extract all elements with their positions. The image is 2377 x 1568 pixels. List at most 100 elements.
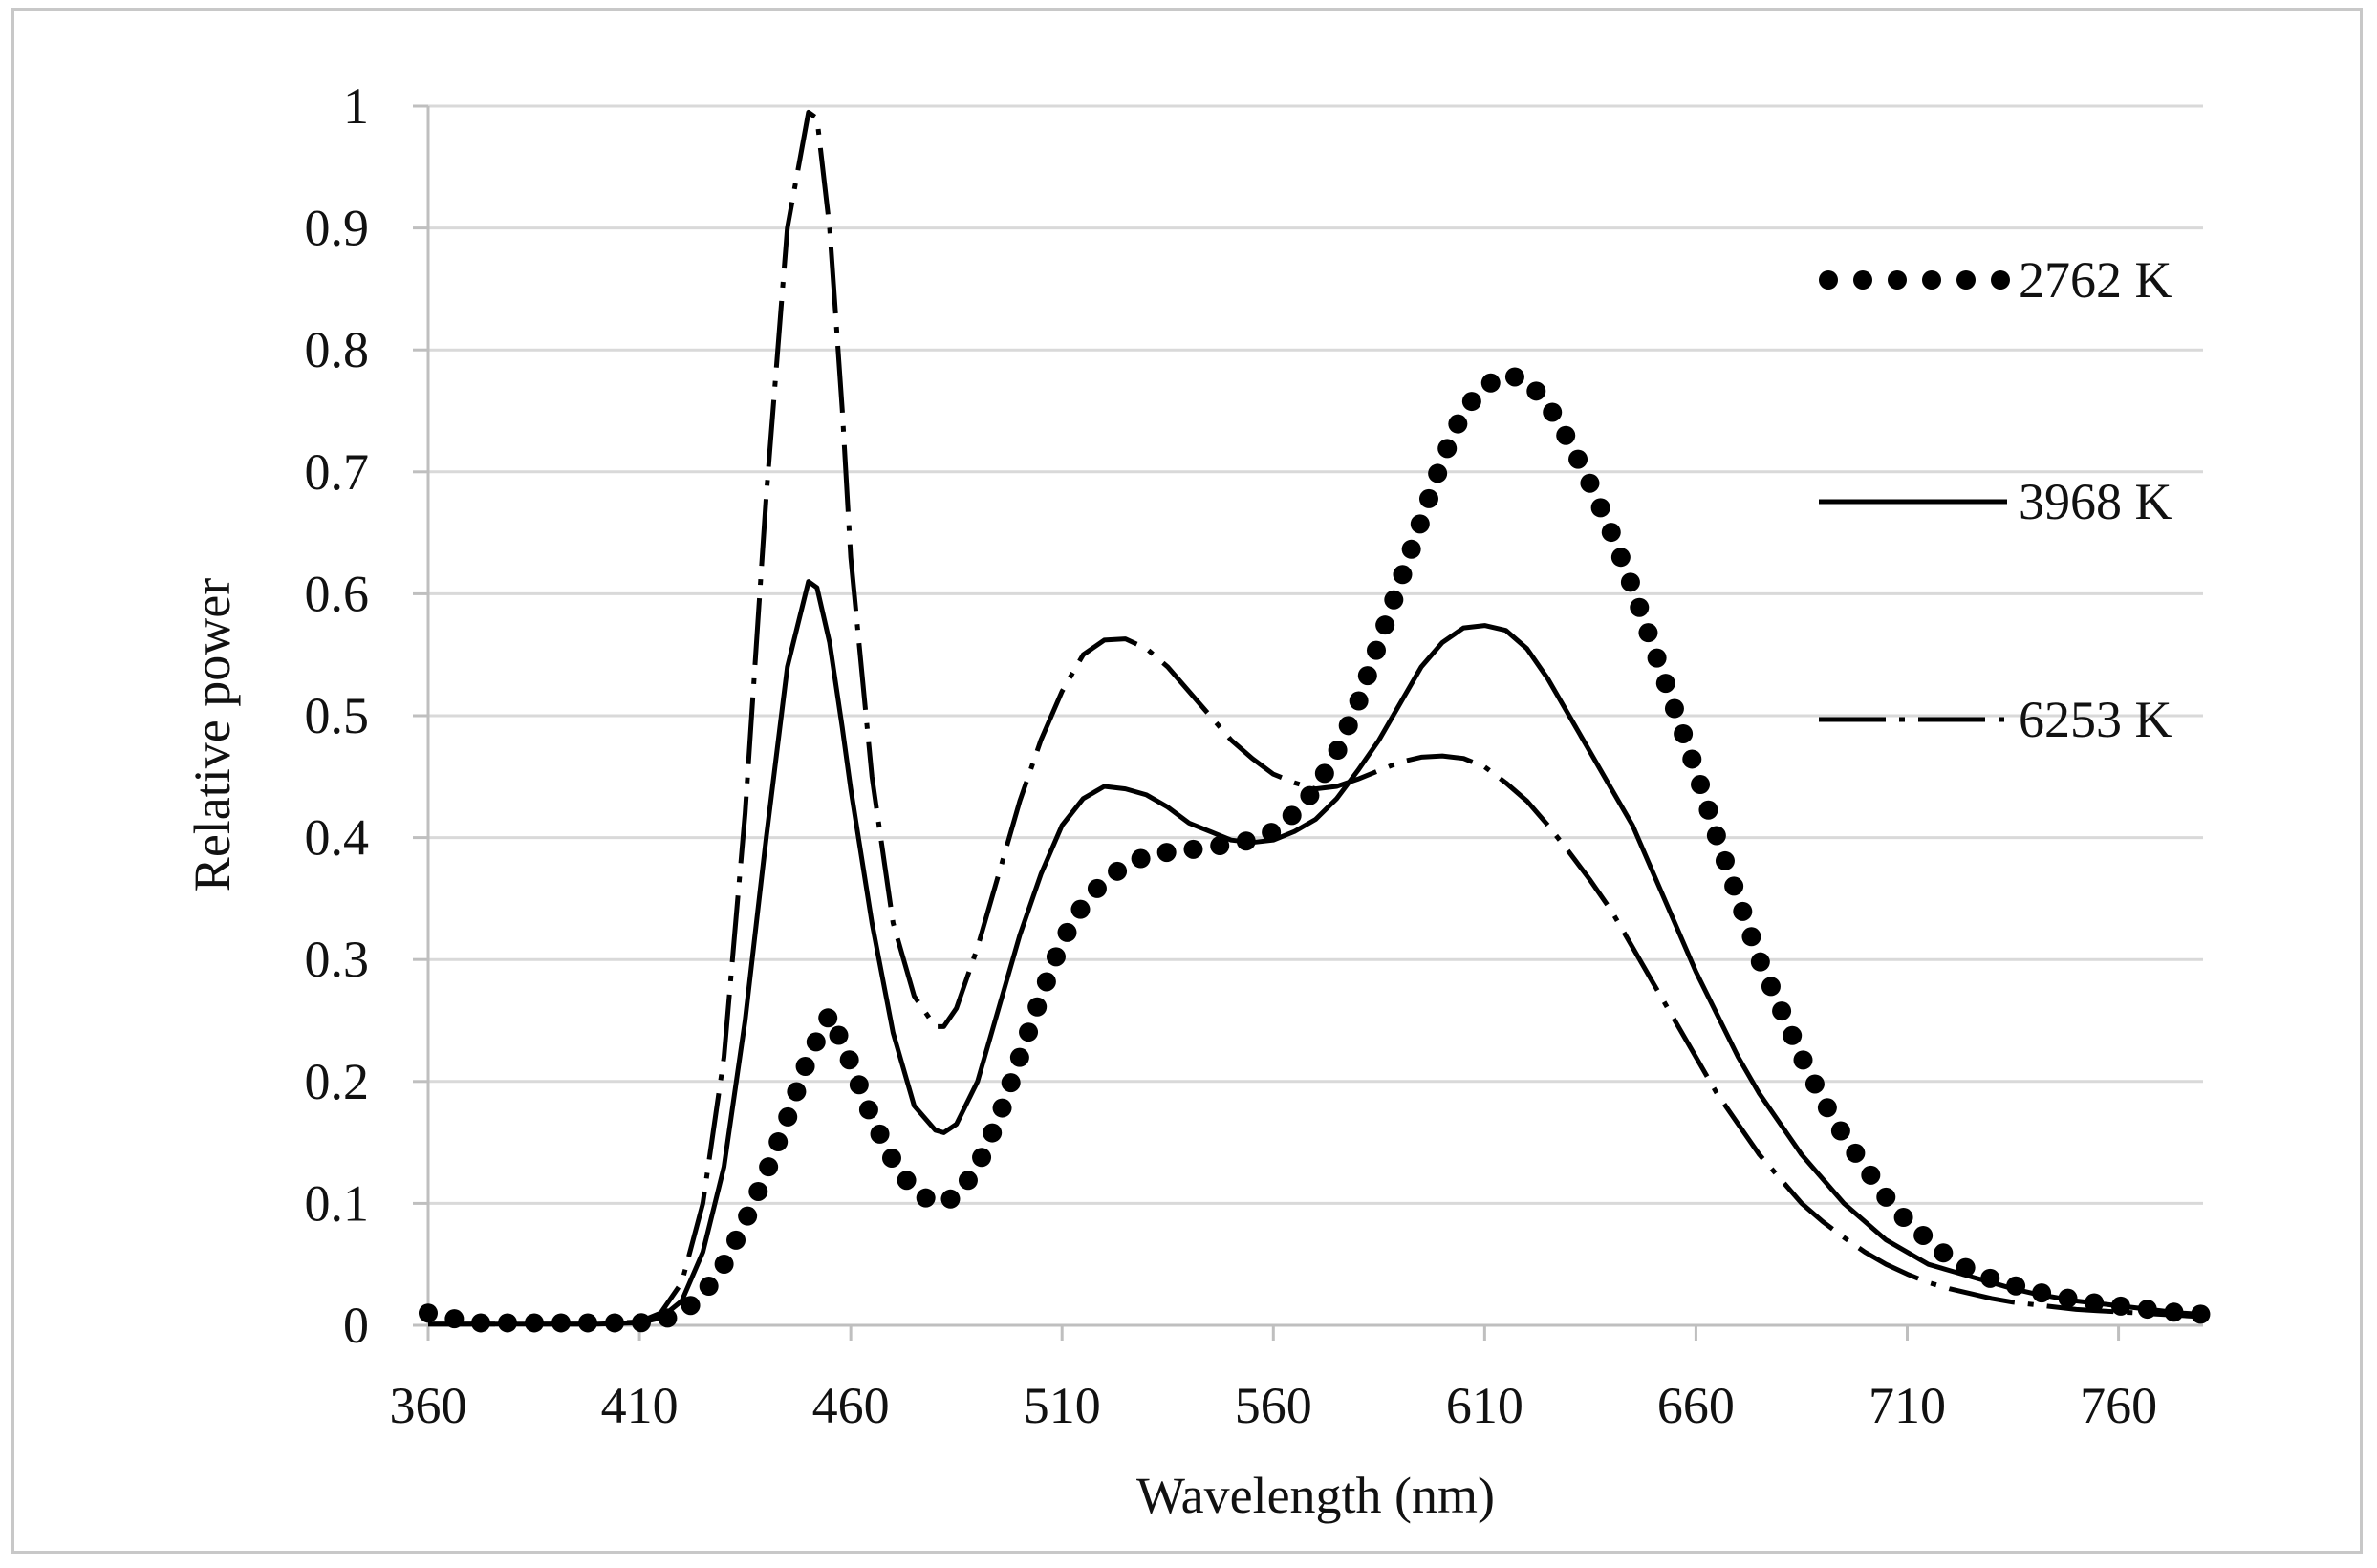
y-tick-label: 0.6 — [305, 565, 370, 622]
data-point — [1036, 972, 1056, 992]
data-point — [1108, 861, 1128, 881]
legend-item: 6253 K — [1819, 691, 2172, 748]
data-point — [829, 1025, 849, 1045]
x-tick-label: 360 — [390, 1377, 467, 1434]
data-point — [881, 1148, 901, 1168]
data-point — [1338, 716, 1358, 736]
data-point — [1590, 498, 1610, 518]
data-point — [1913, 1225, 1934, 1245]
data-point — [806, 1032, 826, 1052]
data-point — [1183, 839, 1203, 859]
data-point — [818, 1008, 838, 1028]
data-point — [1610, 548, 1631, 568]
y-tick-label: 0.7 — [305, 443, 370, 501]
data-point — [1647, 648, 1667, 668]
data-point — [1448, 414, 1468, 434]
data-point — [748, 1181, 768, 1201]
data-point — [1001, 1073, 1021, 1093]
data-point — [858, 1100, 878, 1120]
data-point — [1698, 800, 1718, 820]
x-tick-label: 760 — [2080, 1377, 2157, 1434]
data-point — [916, 1188, 936, 1208]
series-lines — [419, 109, 2211, 1333]
data-point — [1655, 674, 1675, 694]
data-point — [1019, 1022, 1039, 1042]
x-tick-label: 410 — [601, 1377, 679, 1434]
axes — [413, 104, 2203, 1341]
data-point — [1674, 723, 1694, 743]
series-3968-k — [428, 579, 2204, 1327]
data-point — [1804, 1074, 1825, 1094]
data-point — [1750, 952, 1770, 972]
legend-item: 3968 K — [1819, 473, 2172, 530]
data-point — [1741, 927, 1761, 947]
legend-label: 6253 K — [2019, 691, 2172, 748]
series-6253-k — [428, 109, 2204, 1327]
data-point — [1349, 691, 1369, 711]
data-point — [1401, 539, 1421, 559]
data-point — [1504, 367, 1524, 387]
data-point — [1772, 1001, 1792, 1021]
data-point — [983, 1123, 1003, 1143]
data-point — [1282, 805, 1302, 826]
series-2762-k — [419, 367, 2211, 1333]
data-point — [1027, 997, 1048, 1017]
data-point — [1046, 947, 1066, 967]
data-point — [1934, 1243, 1954, 1263]
data-point — [1793, 1050, 1813, 1070]
data-point — [958, 1171, 978, 1191]
data-point — [1817, 1098, 1837, 1118]
line-chart: 0 0.1 0.2 0.3 0.4 0.5 0.6 0.7 0.8 0.9 1 360 410 460 51… — [184, 77, 2211, 1524]
data-point — [787, 1082, 807, 1102]
data-point — [940, 1189, 961, 1209]
data-point — [1733, 901, 1753, 921]
data-point — [1682, 749, 1702, 769]
data-point — [1480, 373, 1501, 393]
data-point — [1861, 1165, 1881, 1185]
x-tick-label: 710 — [1869, 1377, 1946, 1434]
legend: 2762 K 3968 K 6253 K — [1819, 251, 2172, 748]
y-tick-label: 0.5 — [305, 687, 370, 744]
data-point — [849, 1075, 869, 1095]
data-point — [1461, 392, 1481, 412]
data-point — [870, 1124, 890, 1144]
legend-swatch — [1922, 270, 1941, 290]
x-tick-label: 510 — [1024, 1377, 1101, 1434]
data-point — [738, 1206, 758, 1226]
legend-item: 2762 K — [1819, 251, 2172, 309]
data-point — [1131, 848, 1151, 869]
data-point — [1556, 425, 1576, 445]
y-tick-label: 1 — [343, 77, 369, 135]
x-tick-label: 610 — [1446, 1377, 1523, 1434]
y-axis-title: Relative power — [184, 578, 241, 891]
data-point — [1156, 843, 1177, 863]
data-point — [768, 1132, 789, 1152]
legend-label: 2762 K — [2019, 251, 2172, 309]
y-tick-label: 0.8 — [305, 321, 370, 378]
data-point — [1418, 488, 1438, 508]
data-point — [1580, 473, 1600, 493]
data-point — [1893, 1208, 1913, 1228]
data-point — [839, 1050, 859, 1070]
data-point — [1057, 922, 1077, 942]
series-line — [428, 109, 2204, 1327]
data-point — [1210, 836, 1230, 856]
data-point — [1568, 449, 1588, 469]
data-point — [1691, 775, 1711, 795]
data-point — [1543, 402, 1563, 422]
y-tick-label: 0.2 — [305, 1053, 370, 1110]
x-tick-label: 560 — [1235, 1377, 1312, 1434]
chart-frame: 0 0.1 0.2 0.3 0.4 0.5 0.6 0.7 0.8 0.9 1 360 410 460 51… — [11, 8, 2363, 1554]
data-point — [1366, 640, 1386, 660]
data-point — [1876, 1187, 1896, 1207]
data-point — [1314, 763, 1334, 784]
data-point — [992, 1098, 1012, 1118]
legend-swatch — [1819, 270, 1838, 290]
data-point — [1410, 514, 1430, 534]
data-point — [1706, 826, 1726, 846]
data-point — [1630, 597, 1650, 617]
data-point — [1664, 698, 1684, 719]
x-axis-title: Wavelength (nm) — [1136, 1467, 1495, 1524]
y-tick-label: 0.1 — [305, 1174, 370, 1232]
data-point — [1393, 565, 1413, 585]
